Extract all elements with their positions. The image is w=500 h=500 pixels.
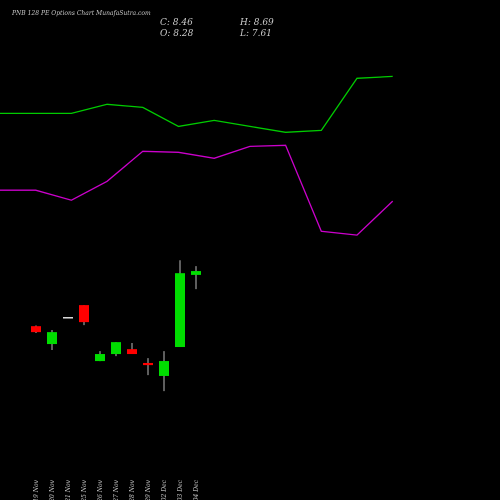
x-tick-label: 29 Nov xyxy=(145,479,152,500)
ohlc-label: H: 8.69 xyxy=(239,18,274,28)
x-tick-label: 02 Dec xyxy=(161,479,168,500)
x-tick-label: 28 Nov xyxy=(129,479,136,500)
x-tick-label: 27 Nov xyxy=(113,479,120,500)
candle-body xyxy=(47,332,57,345)
x-tick-label: 21 Nov xyxy=(65,479,72,500)
candle-body xyxy=(79,305,89,323)
indicator-line xyxy=(0,144,394,236)
candle-body xyxy=(127,349,137,355)
ohlc-label: O: 8.28 xyxy=(160,29,194,39)
ohlc-label: C: 8.46 xyxy=(160,18,193,28)
candle-body xyxy=(175,273,185,348)
candle-body xyxy=(31,326,41,333)
ohlc-label: L: 7.61 xyxy=(239,29,272,39)
x-tick-label: 03 Dec xyxy=(177,479,184,500)
candle-body xyxy=(143,362,153,366)
candle-body xyxy=(95,354,105,362)
x-tick-label: 19 Nov xyxy=(33,479,40,500)
indicator-line xyxy=(0,75,393,133)
x-tick-label: 26 Nov xyxy=(97,479,104,500)
x-tick-label: 04 Dec xyxy=(193,479,200,500)
x-tick-label: 25 Nov xyxy=(81,479,88,500)
x-tick-label: 20 Nov xyxy=(49,479,56,500)
chart-title: PNB 128 PE Options Chart MunafaSutra.com xyxy=(11,10,151,17)
candle-body xyxy=(159,361,169,376)
candle-body xyxy=(191,271,201,275)
candle-body xyxy=(63,317,73,319)
candle-body xyxy=(111,342,121,355)
